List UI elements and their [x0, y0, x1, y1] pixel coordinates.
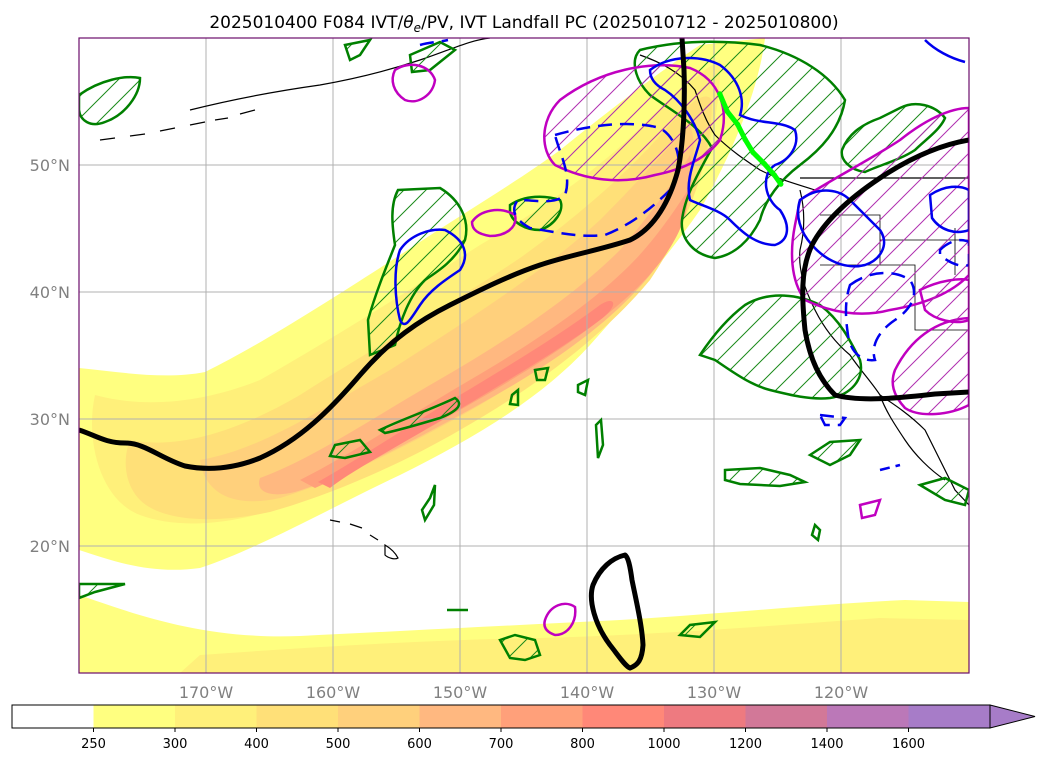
landfall-point — [771, 172, 778, 178]
hatch-region-small-4 — [377, 396, 461, 435]
landfall-point — [750, 149, 756, 155]
hatch-region-small-3 — [328, 438, 373, 460]
lon-tick-label: 120°W — [814, 683, 869, 702]
colorbar-swatch — [501, 705, 583, 728]
pv-contour-dashed-central — [513, 122, 680, 238]
ivt-fill-600 — [259, 155, 692, 495]
lat-tick-label: 20°N — [30, 537, 70, 556]
colorbar-tick-label: 300 — [163, 737, 188, 752]
lat-tick-labels: 20°N 30°N 40°N 50°N — [30, 156, 70, 556]
theta-e-contour-fareast — [858, 498, 882, 520]
hatch-region-north-small — [343, 38, 373, 62]
ivt-fill-400 — [125, 96, 713, 520]
colorbar-swatch — [338, 705, 420, 728]
colorbar-swatch — [12, 705, 94, 728]
pv-contour-dashed-far-south — [879, 463, 901, 472]
colorbar-extend-triangle — [989, 704, 1036, 729]
colorbar-swatch — [175, 705, 257, 728]
theta-e-contour-sw-us — [891, 316, 969, 416]
lon-tick-labels: 170°W 160°W 150°W 140°W 130°W 120°W — [179, 683, 869, 702]
ivt-fill-300-south — [180, 618, 969, 673]
landfall-point — [735, 121, 741, 127]
colorbar-swatch — [93, 705, 176, 728]
landfall-point — [761, 161, 767, 167]
ar-axis — [79, 38, 969, 671]
colorbar-tick-label: 1200 — [729, 737, 762, 752]
landfall-point — [778, 181, 784, 187]
colorbar: 250 300 400 500 600 700 800 1000 1200 1400 1600 — [11, 704, 1036, 752]
colorbar-tick-label: 1000 — [647, 737, 680, 752]
lon-tick-label: 130°W — [687, 683, 742, 702]
hatch-region-small-6 — [508, 195, 563, 232]
baja-coast — [879, 394, 946, 481]
ar-axis-west-us — [800, 137, 969, 402]
lat-tick-label: 40°N — [30, 283, 70, 302]
theta-e-contour-north-1 — [391, 63, 437, 103]
pv-contour-solid-west-us — [796, 189, 886, 268]
pv-contour-solid-central — [394, 228, 467, 326]
ivt-fill-800 — [318, 300, 614, 488]
pv-contour-dashed-sw-us — [844, 271, 916, 362]
colorbar-tick-label: 400 — [244, 737, 269, 752]
landfall-points — [717, 91, 784, 187]
lon-tick-label: 140°W — [560, 683, 615, 702]
theta-e-contour-central — [470, 208, 517, 238]
map-frame — [78, 37, 970, 674]
hatch-region-small-2 — [677, 620, 719, 639]
theta-e-contour-south — [543, 602, 577, 637]
colorbar-swatch — [664, 705, 746, 728]
colorbar-tick-label: 1400 — [810, 737, 843, 752]
colorbar-tick-label: 250 — [81, 737, 106, 752]
hatch-region-tiny-4 — [810, 522, 822, 543]
theta-e-contour-ne — [918, 278, 969, 324]
hatch-region-tiny-3 — [508, 387, 520, 407]
colorbar-tick-label: 700 — [489, 737, 514, 752]
colorbar-tick-label: 600 — [407, 737, 432, 752]
hatch-region-north-small-2 — [408, 40, 458, 74]
hatch-region-far-west — [79, 75, 142, 126]
hatch-region-tiny-1 — [533, 366, 550, 382]
pv-contour-solid-ne-1 — [928, 185, 969, 234]
colorbar-tick-label: 800 — [570, 737, 595, 752]
pv-contours — [394, 38, 969, 472]
colorbar-tick-label: 1600 — [892, 737, 925, 752]
landfall-point — [742, 137, 748, 143]
hatch-region-south-central — [723, 466, 810, 488]
chart-title: 2025010400 F084 IVT/θe/PV, IVT Landfall … — [209, 13, 838, 35]
hatch-region-narrow-1 — [594, 417, 605, 459]
hatch-region-small-7 — [79, 582, 126, 600]
ar-axis-subtropic — [588, 552, 646, 671]
hatch-region-small-5 — [807, 438, 863, 467]
landfall-point — [717, 91, 723, 97]
aleutian-islands — [99, 109, 256, 141]
hawaii-islands — [329, 519, 399, 560]
pv-contour-dashed-north — [419, 38, 449, 47]
hatch-region-far-east-2 — [916, 476, 969, 507]
lon-tick-label: 160°W — [306, 683, 361, 702]
ivt-fill-300 — [92, 60, 721, 524]
lat-tick-label: 30°N — [30, 410, 70, 429]
ar-axis-main — [79, 38, 687, 471]
landfall-point — [724, 109, 731, 115]
colorbar-swatch — [745, 705, 828, 728]
colorbar-swatch — [908, 705, 991, 728]
colorbar-tick-label: 500 — [326, 737, 351, 752]
pv-contour-dashed-south — [817, 413, 848, 427]
hatch-region-small-1 — [498, 633, 542, 662]
colorbar-swatch — [827, 705, 909, 728]
map-area — [79, 38, 969, 673]
lat-tick-label: 50°N — [30, 156, 70, 175]
colorbar-swatch — [419, 705, 502, 728]
pv-contour-solid-ne-2 — [924, 39, 966, 64]
colorbar-swatch — [582, 705, 665, 728]
pv-contour-solid-ak — [648, 56, 798, 247]
pv-contour-dashed-east — [938, 238, 969, 267]
lon-tick-label: 170°W — [179, 683, 234, 702]
hatch-region-tiny-2 — [576, 377, 590, 397]
colorbar-swatch — [256, 705, 339, 728]
lon-tick-label: 150°W — [433, 683, 488, 702]
hatch-region-narrow-2 — [420, 484, 437, 524]
